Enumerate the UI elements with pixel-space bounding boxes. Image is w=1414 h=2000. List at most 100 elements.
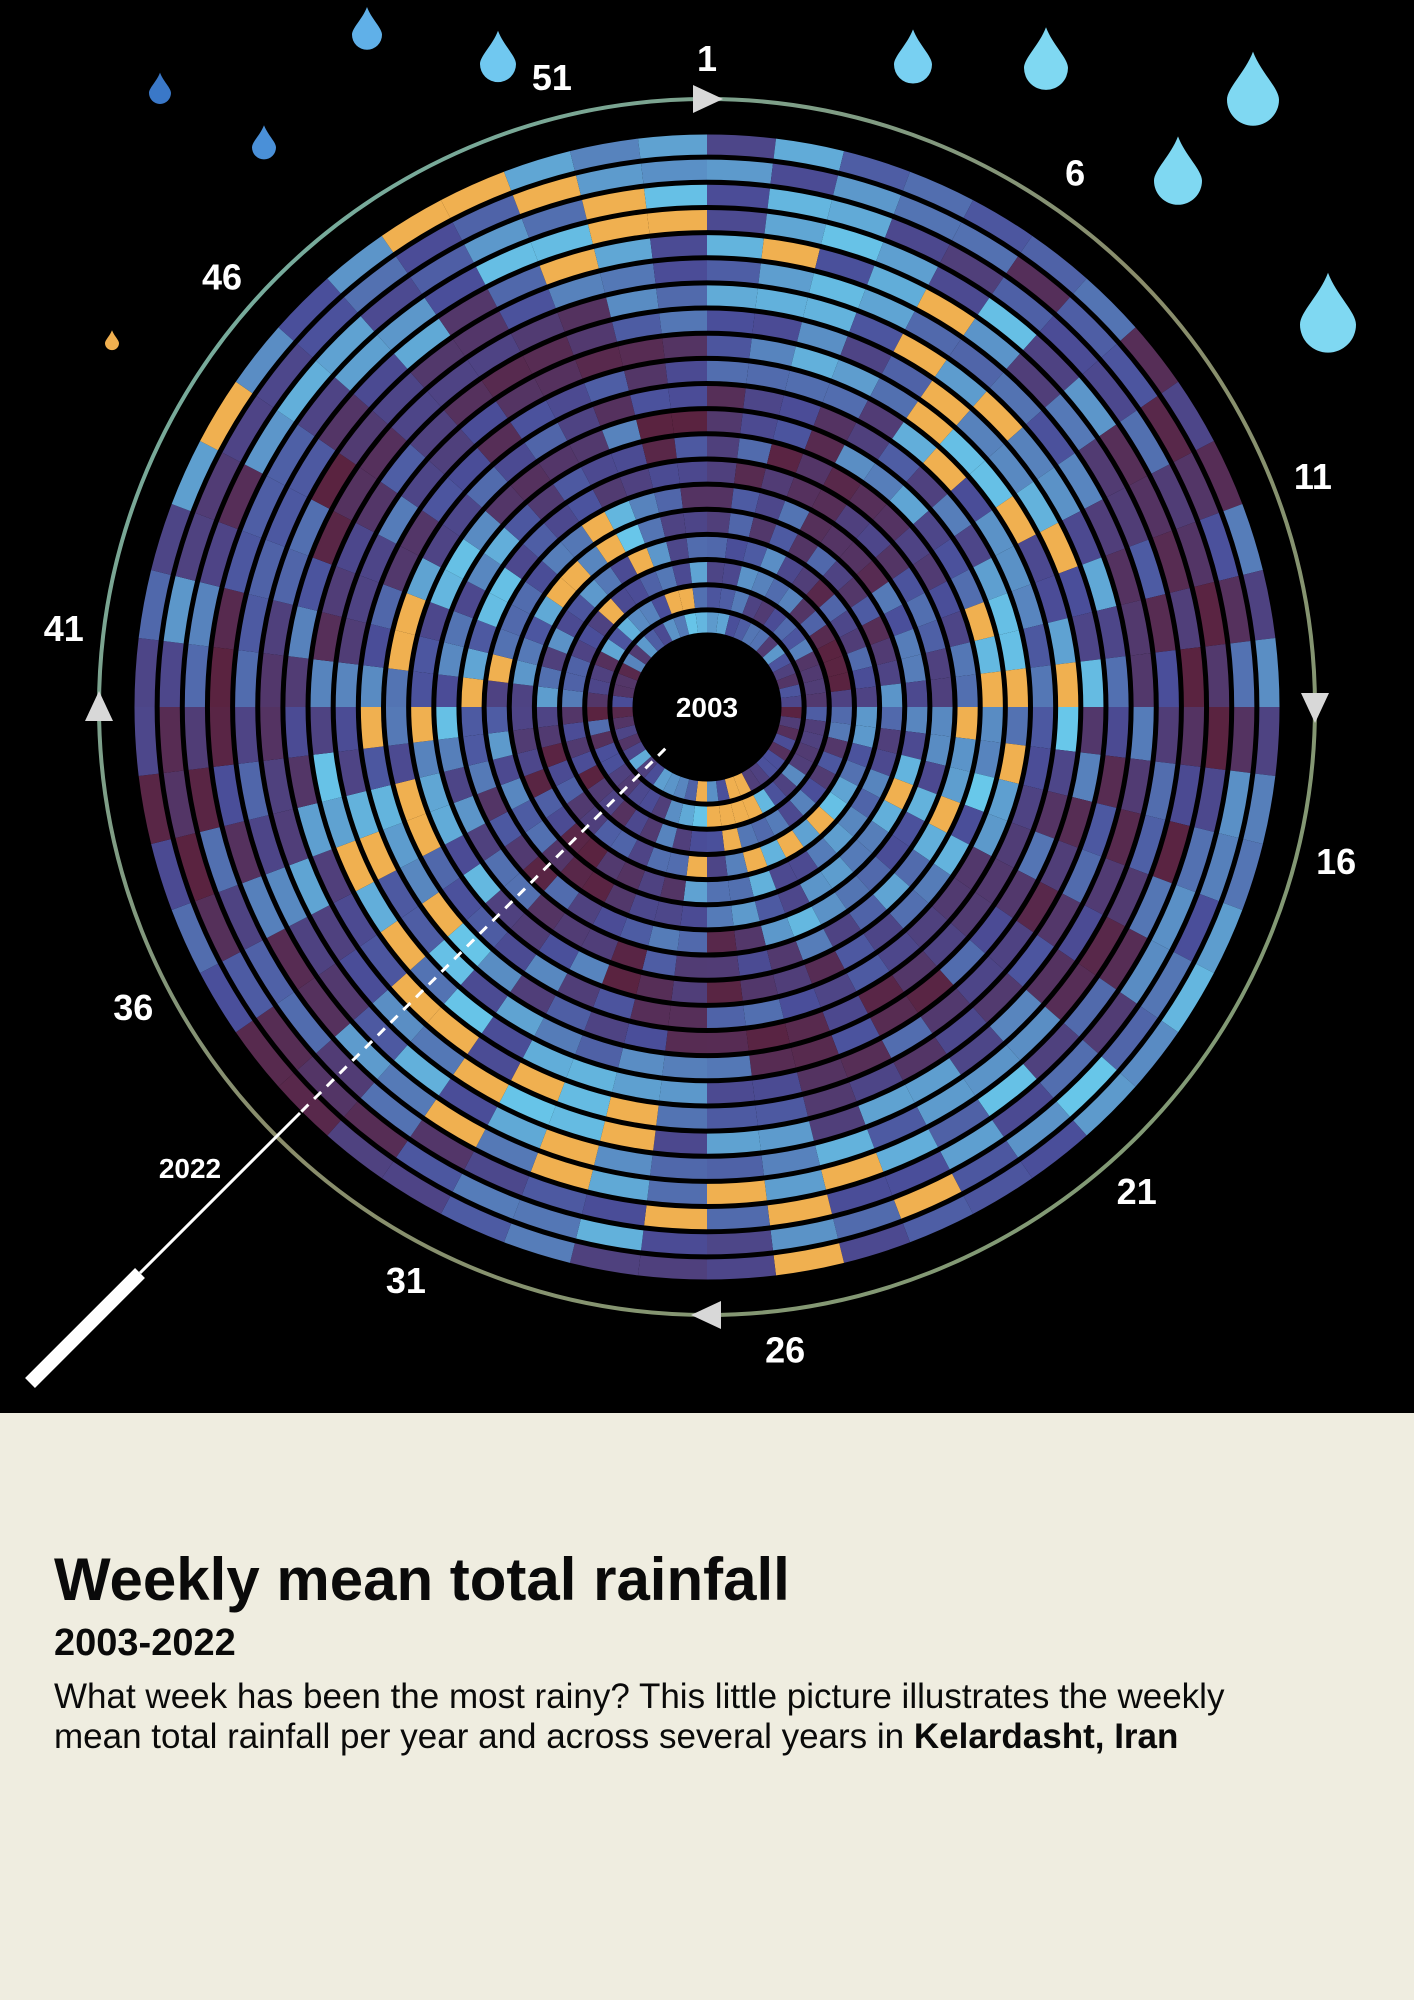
rainfall-cell — [538, 725, 562, 748]
rainfall-cell — [1078, 916, 1125, 976]
rainfall-cell — [511, 312, 565, 352]
rainfall-cell — [779, 684, 801, 699]
rainfall-cell — [1152, 530, 1190, 593]
rainfall-cell — [795, 453, 833, 486]
rainfall-cell — [563, 722, 586, 742]
rainfall-cell — [557, 1082, 611, 1117]
rainfall-cell — [880, 707, 903, 731]
rainfall-cell — [1096, 755, 1126, 808]
rainfall-cell — [828, 672, 851, 692]
rainfall-cell — [823, 467, 861, 501]
rainfall-cell — [1016, 481, 1059, 533]
rainfall-cell — [905, 680, 928, 707]
rainfall-cell — [372, 372, 425, 425]
rainfall-cell — [1082, 360, 1137, 422]
rainfall-cell — [338, 618, 367, 665]
rainfall-cell — [665, 360, 707, 384]
rainfall-cell — [828, 722, 851, 742]
rainfall-cell — [930, 707, 953, 737]
rainfall-cell — [1058, 797, 1092, 848]
rainfall-cell — [411, 707, 434, 743]
rainfall-cell — [370, 584, 403, 629]
rainfall-cell — [954, 846, 992, 890]
rainfall-cell — [817, 751, 843, 775]
rainfall-cell — [776, 556, 804, 584]
rainfall-cell — [486, 680, 509, 707]
rainfall-cell — [932, 494, 972, 537]
rainfall-cell — [760, 468, 795, 497]
rainfall-cell — [800, 871, 833, 903]
rainfall-cell — [199, 827, 238, 893]
rainfall-cell — [871, 581, 903, 614]
rainfall-cell — [1199, 833, 1239, 902]
rainfall-cell — [660, 877, 686, 901]
rainfall-cell — [600, 1121, 656, 1151]
rainfall-cell — [322, 566, 356, 617]
rainfall-cell — [1006, 256, 1070, 313]
rainfall-cell — [839, 760, 867, 787]
rainfall-cell — [989, 372, 1042, 425]
rainfall-cell — [974, 636, 1001, 674]
rainfall-cell — [524, 769, 552, 798]
rainfall-cell — [467, 553, 501, 591]
rainfall-cell — [541, 742, 567, 768]
rainfall-cell — [651, 594, 672, 619]
rainfall-cell — [969, 460, 1013, 508]
rainfall-cell — [885, 1151, 950, 1196]
rainfall-cell — [707, 260, 761, 284]
rainfall-cell — [401, 906, 445, 954]
center-year-label: 2003 — [676, 692, 738, 723]
rainfall-cell — [662, 335, 707, 359]
rainfall-cell — [930, 677, 953, 707]
rainfall-cell — [637, 870, 666, 897]
week-tick-label: 26 — [765, 1329, 805, 1370]
rainfall-cell — [800, 730, 824, 750]
rainfall-cell — [819, 792, 847, 820]
rainfall-cell — [244, 410, 294, 474]
rainfall-cell — [548, 273, 605, 309]
rainfall-cell — [686, 536, 707, 559]
rainfall-cell — [394, 1045, 451, 1096]
rainfall-cell — [1205, 644, 1230, 707]
rainfall-cell — [424, 1099, 486, 1148]
rainfall-cell — [923, 447, 967, 491]
rainfall-cell — [273, 548, 309, 605]
rainfall-cell — [1145, 594, 1176, 653]
rainfall-cell — [995, 870, 1036, 918]
rainfall-cell — [604, 884, 636, 914]
rainfall-cell — [656, 285, 707, 309]
rainfall-cell — [719, 588, 736, 611]
rainfall-cell — [1120, 940, 1170, 1004]
rainfall-cell — [803, 297, 857, 332]
rainfall-cell — [556, 776, 584, 804]
rainfall-cell — [780, 695, 802, 707]
rainfall-cell — [1078, 438, 1125, 498]
rainfall-cell — [577, 546, 608, 576]
rainfall-cell — [1016, 881, 1059, 933]
rainfall-cell — [894, 849, 930, 887]
rainfall-cell — [813, 406, 857, 441]
rainfall-cell — [278, 1073, 341, 1136]
rainfall-cell — [1039, 1039, 1098, 1098]
rainfall-cell — [660, 513, 686, 537]
rainfall-cell — [877, 660, 901, 686]
rainfall-cell — [467, 823, 501, 861]
rainfall-cell — [463, 863, 501, 904]
rainfall-cell — [867, 265, 927, 307]
rainfall-cell — [477, 951, 522, 992]
rainfall-cell — [778, 500, 810, 530]
raindrop-icon — [149, 72, 171, 104]
year-pointer-stem — [138, 1111, 302, 1275]
rainfall-cell — [360, 665, 384, 707]
rainfall-cell — [567, 594, 595, 622]
rainfall-cell — [636, 974, 674, 1001]
rainfall-cell — [199, 521, 238, 587]
rainfall-cell — [594, 238, 653, 269]
rainfall-cell — [383, 546, 419, 592]
raindrop-icon — [105, 330, 119, 351]
rainfall-cell — [830, 776, 858, 804]
rainfall-cell — [906, 906, 948, 948]
rainfall-cell — [849, 484, 887, 520]
rainfall-cell — [312, 511, 352, 565]
rainfall-cell — [546, 577, 576, 608]
